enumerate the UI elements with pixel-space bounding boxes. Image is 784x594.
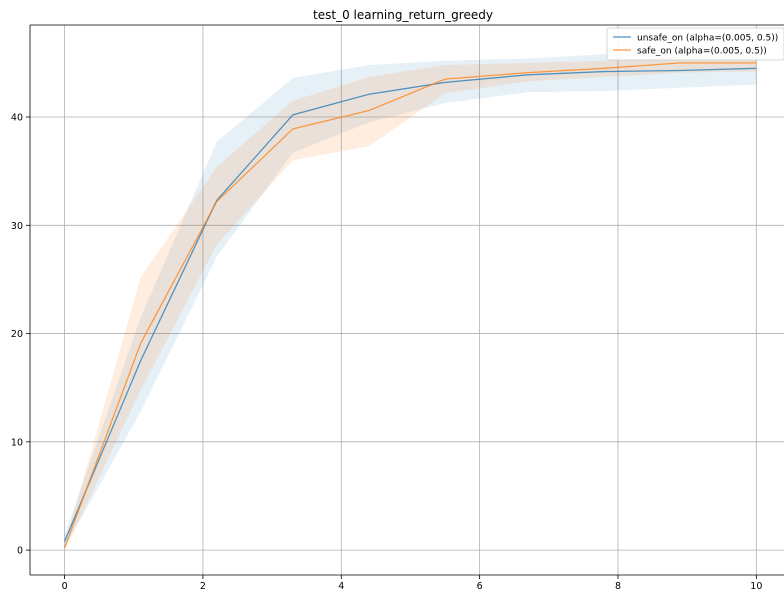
- confidence-band-2: [64, 56, 757, 551]
- y-tick-label: 30: [11, 221, 23, 232]
- x-tick-label: 8: [615, 581, 621, 592]
- legend-label-2: safe_on (alpha=(0.005, 0.5)): [637, 47, 767, 57]
- x-tick-label: 0: [62, 581, 68, 592]
- y-tick-label: 20: [11, 329, 23, 340]
- x-tick-label: 6: [477, 581, 483, 592]
- confidence-band-1: [64, 48, 757, 548]
- series-line-1: [63, 67, 757, 542]
- series-line-2: [63, 62, 757, 549]
- legend-box: [606, 27, 784, 61]
- legend: unsafe_on (alpha=(0.005, 0.5)) safe_on (a…: [606, 27, 784, 61]
- legend-label-1: unsafe_on (alpha=(0.005, 0.5)): [637, 34, 778, 44]
- confidence-bands: [64, 48, 757, 551]
- x-tick-label: 10: [750, 581, 762, 592]
- chart-title: test_0 learning_return_greedy: [313, 8, 493, 22]
- series-lines: [63, 62, 757, 549]
- y-tick-label: 0: [17, 546, 23, 557]
- x-tick-label: 2: [200, 581, 206, 592]
- y-tick-label: 40: [11, 113, 23, 124]
- y-tick-label: 10: [11, 437, 23, 448]
- axes: 0 2 4 6 8 10 0 10 20 30 40: [11, 24, 784, 592]
- x-tick-label: 4: [338, 581, 344, 592]
